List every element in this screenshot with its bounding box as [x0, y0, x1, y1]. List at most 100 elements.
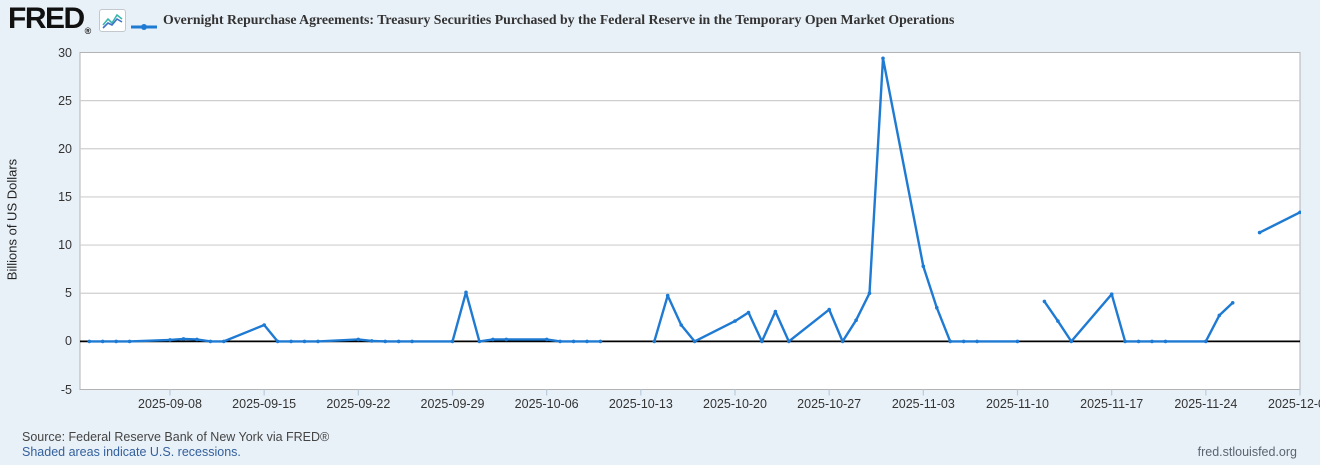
y-tick-label: 10 [58, 238, 72, 253]
series-point [1042, 299, 1047, 304]
series-point [383, 339, 388, 344]
series-point [491, 337, 495, 342]
series-point [275, 339, 280, 344]
series-point [733, 319, 737, 323]
series-point [1123, 339, 1127, 344]
x-axis-tick-labels: 2025-09-08 2025-09-15 2025-09-22 2025-09-29… [0, 394, 1320, 414]
series-point [1230, 301, 1235, 305]
series-point [396, 339, 401, 344]
series-point [827, 307, 831, 312]
series-point [127, 339, 132, 344]
fred-logo[interactable]: FRED® [8, 2, 92, 36]
series-point [262, 323, 267, 327]
series-point [87, 339, 92, 344]
series-point [1217, 313, 1222, 318]
source-note: Source: Federal Reserve Bank of New York… [22, 430, 330, 444]
chart-title[interactable]: Overnight Repurchase Agreements: Treasur… [163, 12, 955, 27]
series-point [1163, 339, 1168, 344]
series-point [302, 339, 307, 344]
series-point [746, 310, 751, 315]
series-point [1069, 339, 1074, 344]
series-point [948, 339, 952, 344]
series-point [787, 339, 791, 344]
series-point [477, 339, 482, 344]
x-tick-label: 2025-10-20 [703, 397, 767, 411]
series-point [181, 337, 186, 341]
series-point [585, 339, 589, 344]
fred-sparkline-icon [99, 9, 126, 32]
series-point [840, 339, 845, 344]
series-point [652, 339, 657, 344]
series-legend-line-icon [131, 18, 157, 30]
fred-logo-text: FRED [8, 2, 85, 35]
series-point [1298, 210, 1301, 215]
y-tick-label: 25 [58, 93, 72, 108]
series-point [464, 290, 468, 295]
series-point [558, 339, 562, 344]
series-point [1015, 339, 1020, 344]
series-point [410, 339, 414, 344]
series-point [208, 339, 213, 344]
series-point [316, 339, 320, 344]
x-tick-label: 2025-11-17 [1080, 397, 1144, 411]
series-point [921, 264, 926, 269]
series-point [356, 337, 361, 342]
registered-mark: ® [84, 26, 92, 36]
series-point [760, 339, 764, 344]
y-tick-label: 30 [58, 45, 72, 60]
series-point [289, 339, 293, 344]
series-point [222, 339, 226, 344]
series-point [1150, 339, 1154, 344]
series-point [544, 337, 549, 342]
x-tick-label: 2025-12-01 [1268, 397, 1320, 411]
series-point [1257, 230, 1262, 235]
series-group [87, 56, 1301, 344]
series-point [195, 337, 199, 342]
series-point [450, 339, 455, 344]
series-point [935, 305, 939, 310]
x-tick-label: 2025-11-10 [985, 397, 1049, 411]
series-point [692, 339, 697, 344]
series-point [1136, 339, 1141, 344]
x-tick-label: 2025-11-03 [891, 397, 955, 411]
x-tick-label: 2025-10-13 [608, 397, 673, 411]
y-tick-label: 0 [65, 334, 72, 349]
series-point [665, 293, 670, 298]
x-tick-label: 2025-09-15 [232, 397, 297, 411]
y-tick-label: 5 [65, 286, 72, 301]
x-tick-label: 2025-11-24 [1174, 397, 1238, 411]
series-line-segment [1258, 211, 1301, 234]
plot-background [79, 52, 1301, 390]
series-point [773, 309, 778, 314]
series-point [1204, 339, 1208, 344]
series-point [114, 339, 118, 344]
recessions-link[interactable]: Shaded areas indicate U.S. recessions. [22, 445, 241, 459]
series-point [168, 338, 172, 342]
series-point [1056, 319, 1060, 323]
y-tick-label: 15 [58, 189, 72, 204]
x-tick-label: 2025-09-22 [326, 397, 391, 411]
series-point [867, 291, 872, 296]
header: FRED® Overnight Repurchase Agreements: T… [0, 0, 1320, 40]
footer: Source: Federal Reserve Bank of New York… [0, 426, 1320, 465]
series-point [598, 339, 603, 344]
series-point [571, 339, 576, 344]
fred-site-link[interactable]: fred.stlouisfed.org [1197, 445, 1297, 459]
x-tick-label: 2025-09-29 [420, 397, 485, 411]
x-tick-label: 2025-09-08 [138, 397, 202, 411]
series-point [975, 339, 979, 344]
y-tick-label: -5 [60, 382, 72, 397]
series-point [370, 339, 374, 343]
series-line-segment [653, 57, 1019, 343]
series-point [504, 337, 509, 342]
series-point [961, 339, 966, 344]
series-point [881, 56, 885, 61]
series-point [679, 323, 683, 327]
x-tick-label: 2025-10-06 [514, 397, 579, 411]
series-point [100, 339, 105, 344]
x-tick-label: 2025-10-27 [797, 397, 862, 411]
series-point [854, 318, 858, 323]
series-point [1109, 292, 1114, 297]
